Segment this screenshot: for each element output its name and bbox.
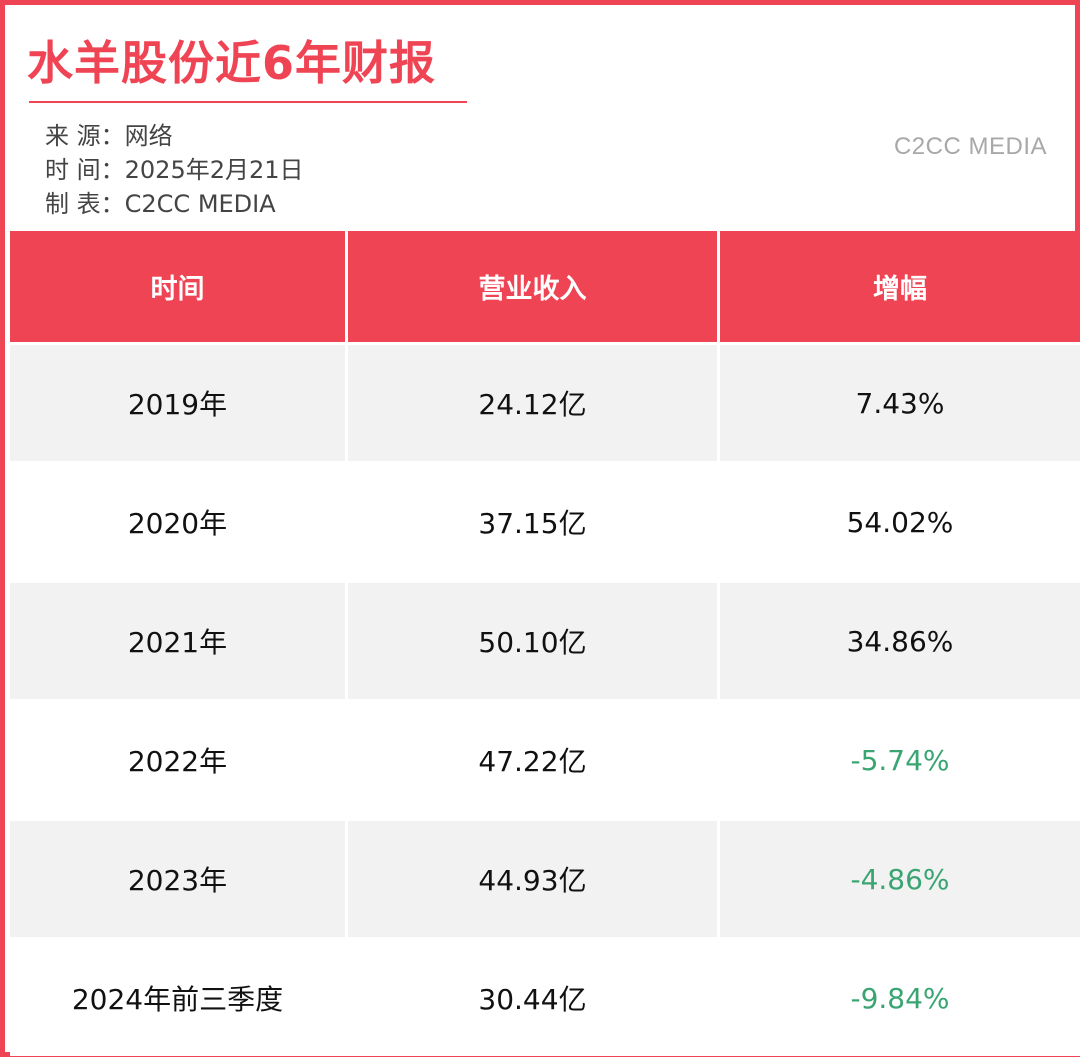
meta-time-label: 时 间：	[45, 156, 125, 184]
table-header: 时间 营业收入 增幅	[10, 231, 1080, 342]
cell-revenue: 24.12亿	[348, 345, 720, 461]
cell-growth: 7.43%	[855, 386, 945, 420]
cell-period: 2022年	[10, 702, 348, 818]
cell-period: 2023年	[10, 821, 348, 937]
meta-block: 来 源：网络 时 间：2025年2月21日 制 表：C2CC MEDIA	[45, 119, 304, 221]
table-row: 2021年 50.10亿 34.86%	[10, 580, 1080, 699]
cell-growth: 34.86%	[846, 624, 954, 658]
cell-revenue: 47.22亿	[348, 702, 720, 818]
header-revenue: 营业收入	[348, 231, 720, 342]
cell-revenue: 50.10亿	[348, 583, 720, 699]
meta-maker-value: C2CC MEDIA	[124, 190, 276, 218]
cell-period: 2021年	[10, 583, 348, 699]
meta-time: 时 间：2025年2月21日	[45, 153, 304, 187]
cell-growth: -5.74%	[850, 743, 950, 777]
title-underline	[29, 101, 467, 103]
meta-source-value: 网络	[124, 122, 173, 150]
table-row: 2020年 37.15亿 54.02%	[10, 461, 1080, 580]
table-row: 2022年 47.22亿 -5.74%	[10, 699, 1080, 818]
cell-revenue: 44.93亿	[348, 821, 720, 937]
header-growth: 增幅	[873, 274, 927, 305]
meta-maker: 制 表：C2CC MEDIA	[45, 187, 304, 221]
page-title: 水羊股份近6年财报	[27, 36, 437, 90]
meta-source: 来 源：网络	[45, 119, 304, 153]
header-period: 时间	[10, 231, 348, 342]
watermark: C2CC MEDIA	[893, 133, 1047, 160]
meta-source-label: 来 源：	[45, 122, 125, 150]
cell-growth: 54.02%	[846, 505, 954, 539]
meta-maker-label: 制 表：	[45, 190, 125, 218]
table-row: 2024年前三季度 30.44亿 -9.84%	[10, 937, 1080, 1056]
table-body: 2019年 24.12亿 7.43% 2020年 37.15亿 54.02% 2021年 50…	[10, 342, 1080, 1056]
cell-growth: -4.86%	[850, 862, 950, 896]
cell-period: 2024年前三季度	[10, 940, 348, 1056]
table-row: 2019年 24.12亿 7.43%	[10, 342, 1080, 461]
cell-growth: -9.84%	[850, 981, 950, 1015]
cell-revenue: 30.44亿	[348, 940, 720, 1056]
cell-period: 2019年	[10, 345, 348, 461]
revenue-table: 时间 营业收入 增幅 2019年 24.12亿 7.43% 2020年 37.15亿 54…	[10, 231, 1080, 1057]
cell-period: 2020年	[10, 464, 348, 580]
table-row: 2023年 44.93亿 -4.86%	[10, 818, 1080, 937]
cell-revenue: 37.15亿	[348, 464, 720, 580]
meta-time-value: 2025年2月21日	[124, 156, 304, 184]
